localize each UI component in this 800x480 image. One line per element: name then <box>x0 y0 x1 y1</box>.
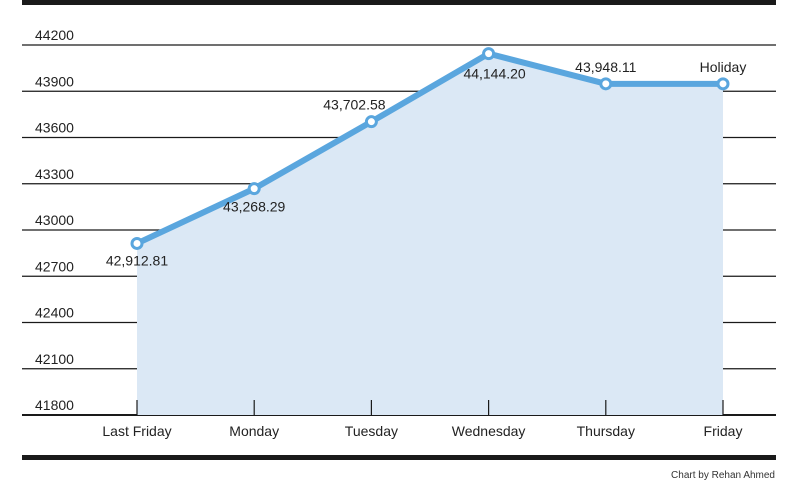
data-label: 43,702.58 <box>323 97 385 113</box>
x-tick-marks <box>136 400 724 415</box>
y-tick-label: 41800 <box>35 397 74 413</box>
y-tick-label: 44200 <box>35 27 74 43</box>
y-tick-label: 42100 <box>35 351 74 367</box>
y-tick-label: 42400 <box>35 305 74 321</box>
area-fill-shape <box>137 53 723 415</box>
data-label: 43,948.11 <box>575 59 636 75</box>
data-point-marker <box>130 236 144 250</box>
x-tick-labels: Last Friday Monday Tuesday Wednesday Thursda… <box>102 423 742 439</box>
y-tick-labels: 41800 42100 42400 42700 43000 43300 43600 43900… <box>35 27 74 413</box>
y-tick-label: 43000 <box>35 212 74 228</box>
bottom-frame-bar <box>22 455 776 460</box>
x-tick-label: Tuesday <box>345 423 398 439</box>
x-tick-label: Friday <box>704 423 743 439</box>
series-line <box>134 50 726 247</box>
data-label: 43,268.29 <box>223 199 285 215</box>
data-markers <box>130 47 730 250</box>
x-tick-label: Last Friday <box>102 423 171 439</box>
chart-credit: Chart by Rehan Ahmed <box>671 470 775 480</box>
y-tick-label: 43600 <box>35 120 74 136</box>
data-label: Holiday <box>700 59 747 75</box>
data-point-marker <box>599 77 613 91</box>
series-polyline <box>134 50 726 247</box>
y-tick-label: 43300 <box>35 166 74 182</box>
y-tick-label: 43900 <box>35 73 74 89</box>
x-tick-label: Monday <box>229 423 279 439</box>
top-frame-bar <box>22 0 776 5</box>
data-label: 42,912.81 <box>106 252 168 268</box>
data-point-marker <box>716 77 730 91</box>
data-point-marker <box>482 47 496 61</box>
data-point-marker <box>364 115 378 129</box>
y-tick-label: 42700 <box>35 258 74 274</box>
x-tick-label: Wednesday <box>452 423 526 439</box>
data-label: 44,144.20 <box>463 66 525 82</box>
x-tick-label: Thursday <box>577 423 635 439</box>
area-fill <box>137 53 723 415</box>
data-point-marker <box>247 182 261 196</box>
data-labels: 42,912.81 43,268.29 43,702.58 44,144.20 43,9… <box>106 59 747 269</box>
